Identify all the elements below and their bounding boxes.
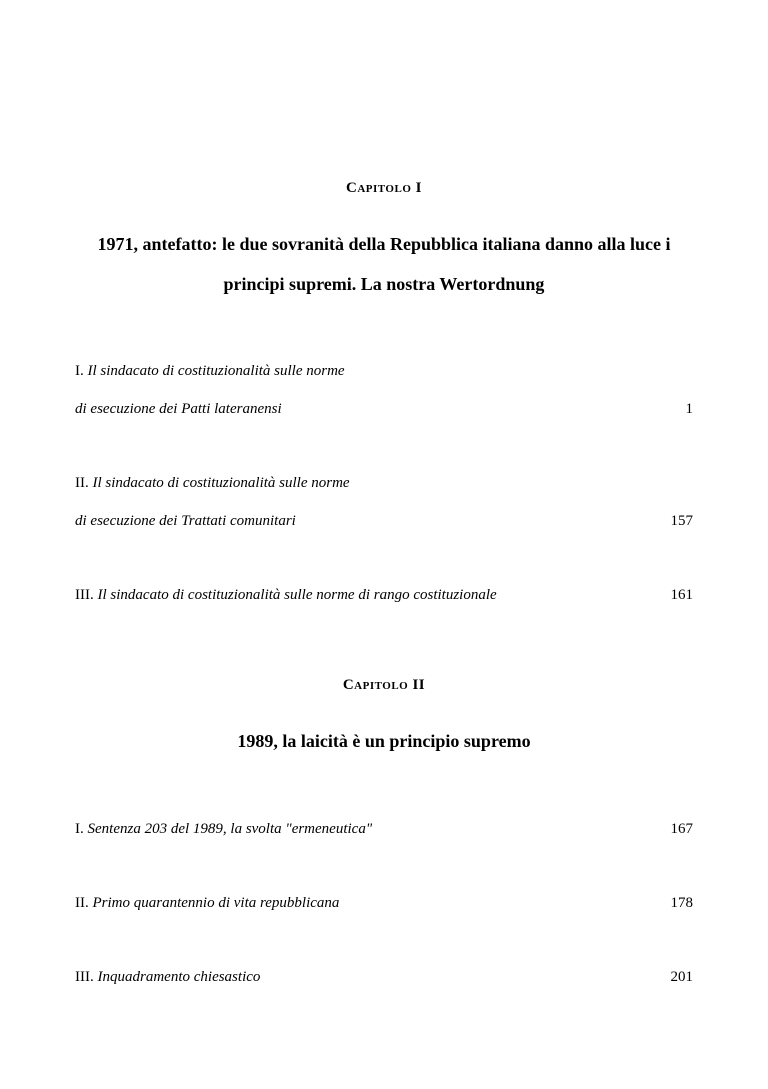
- toc-entry: II. Primo quarantennio di vita repubblic…: [75, 891, 693, 915]
- toc-entry: III. Inquadramento chiesastico 201: [75, 965, 693, 989]
- toc-entry: I. Il sindacato di costituzionalità sull…: [75, 359, 693, 421]
- toc-page-number: 201: [631, 965, 694, 989]
- toc-entry-line1: III. Inquadramento chiesastico 201: [75, 965, 693, 989]
- toc-entry-line1: I. Sentenza 203 del 1989, la svolta "erm…: [75, 817, 693, 841]
- toc-entry-line2: di esecuzione dei Trattati comunitari 15…: [75, 509, 693, 533]
- toc-page-number: 161: [631, 583, 694, 607]
- toc-page-number: 167: [631, 817, 694, 841]
- toc-entry: II. Il sindacato di costituzionalità sul…: [75, 471, 693, 533]
- toc-entry-line1: II. Primo quarantennio di vita repubblic…: [75, 891, 693, 915]
- chapter-block-2: Capitolo II 1989, la laicità è un princi…: [75, 677, 693, 989]
- toc-entry: I. Sentenza 203 del 1989, la svolta "erm…: [75, 817, 693, 841]
- chapter-label: Capitolo II: [75, 677, 693, 694]
- chapter-block-1: Capitolo I 1971, antefatto: le due sovra…: [75, 180, 693, 607]
- chapter-title: 1971, antefatto: le due sovranità della …: [75, 225, 693, 304]
- chapter-title: 1989, la laicità è un principio supremo: [75, 722, 693, 762]
- toc-page-number: 178: [631, 891, 694, 915]
- toc-entry-line1: I. Il sindacato di costituzionalità sull…: [75, 359, 693, 383]
- toc-entry-line2: di esecuzione dei Patti lateranensi 1: [75, 397, 693, 421]
- chapter-label: Capitolo I: [75, 180, 693, 197]
- toc-entry-line1: III. Il sindacato di costituzionalità su…: [75, 583, 693, 607]
- toc-page-number: 157: [631, 509, 694, 533]
- toc-entry: III. Il sindacato di costituzionalità su…: [75, 583, 693, 607]
- toc-page-number: 1: [646, 397, 694, 421]
- toc-entry-line1: II. Il sindacato di costituzionalità sul…: [75, 471, 693, 495]
